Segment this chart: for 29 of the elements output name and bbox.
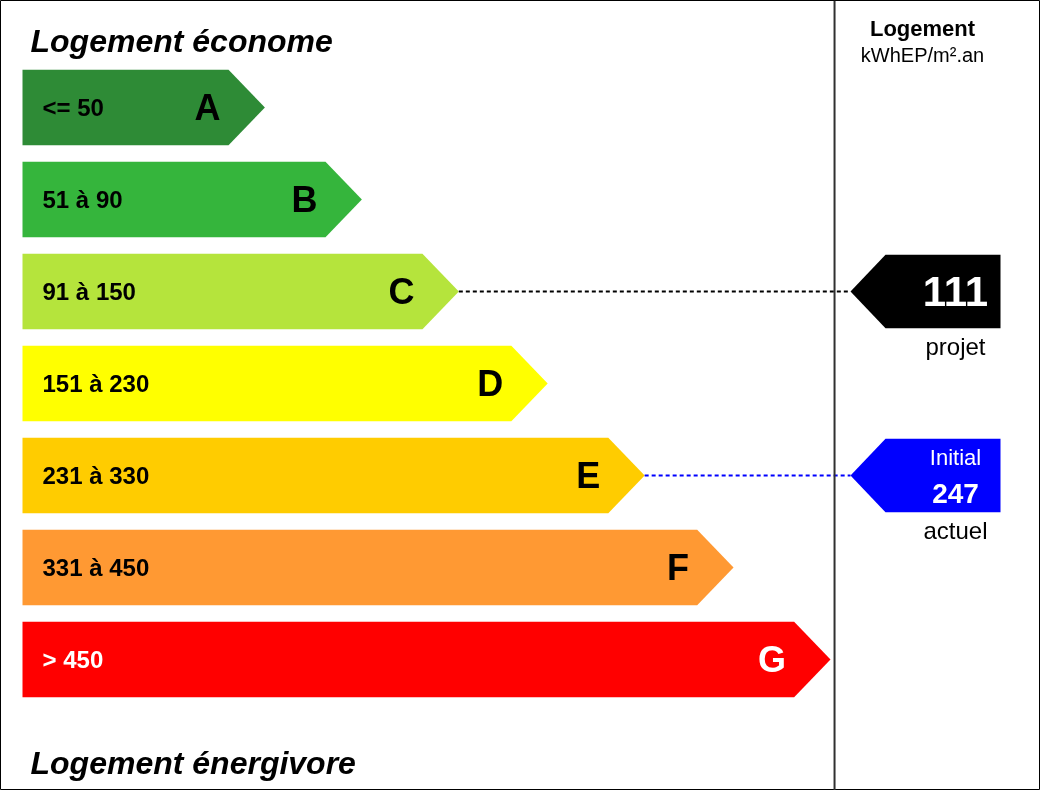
text: 247 bbox=[932, 478, 979, 510]
y-tick-label: D bbox=[477, 363, 504, 404]
text: Logement bbox=[869, 16, 976, 41]
bar bbox=[22, 161, 362, 238]
bar bbox=[22, 529, 734, 606]
text: kWhEP/m².an bbox=[860, 43, 985, 66]
y-tick-label: G bbox=[758, 639, 787, 680]
y-tick-label: B bbox=[291, 179, 318, 220]
annotation: > 450 bbox=[42, 646, 104, 673]
annotation: 151 à 230 bbox=[42, 370, 150, 397]
bar bbox=[22, 621, 831, 698]
y-tick-label: F bbox=[667, 547, 690, 588]
text: Initial bbox=[929, 444, 982, 470]
bar bbox=[22, 345, 548, 422]
y-tick-label: A bbox=[194, 87, 221, 128]
annotation: 91 à 150 bbox=[42, 278, 136, 305]
text: 111 bbox=[922, 268, 989, 315]
annotation: 231 à 330 bbox=[42, 462, 150, 489]
text: Logement énergivore bbox=[30, 744, 356, 781]
annotation: <= 50 bbox=[42, 94, 104, 121]
annotation: 51 à 90 bbox=[42, 186, 123, 213]
y-tick-label: C bbox=[388, 271, 415, 312]
text: Logement économe bbox=[30, 22, 333, 59]
bar bbox=[22, 437, 645, 514]
text: projet bbox=[925, 333, 986, 361]
bar bbox=[22, 253, 459, 330]
annotation: 331 à 450 bbox=[42, 554, 150, 581]
text: actuel bbox=[923, 517, 988, 545]
y-tick-label: E bbox=[576, 455, 601, 496]
